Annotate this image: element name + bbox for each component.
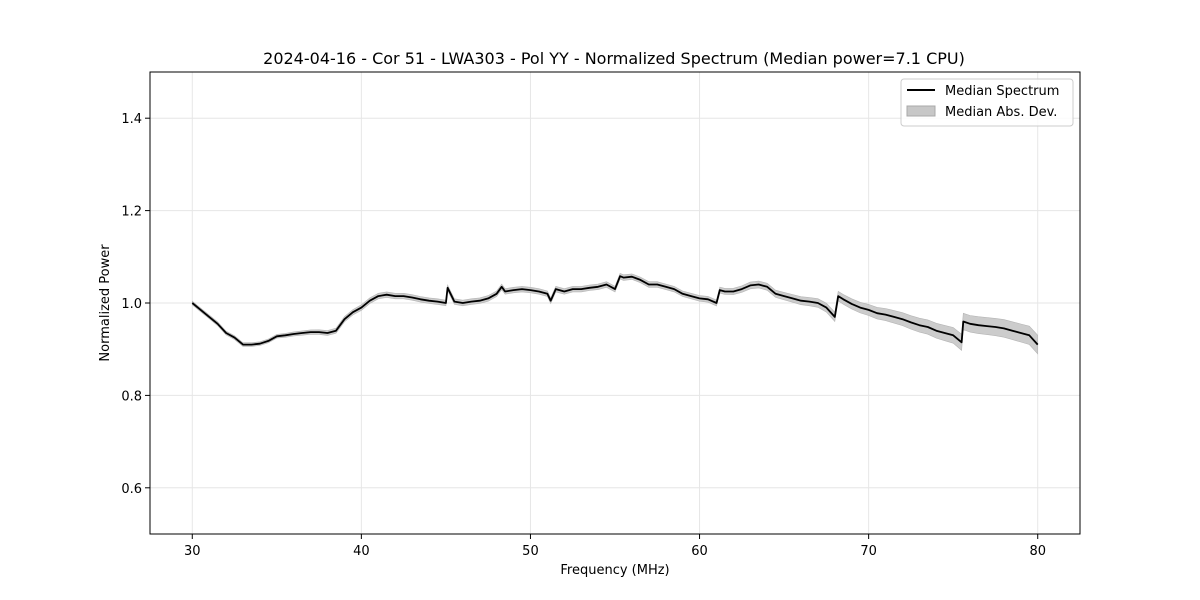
legend: Median Spectrum Median Abs. Dev.	[900, 78, 1074, 127]
y-tick-label: 1.2	[121, 205, 142, 220]
x-tick-label: 50	[522, 544, 539, 559]
y-axis-ticks: 0.6 0.8 1.0 1.2 1.4	[121, 112, 150, 497]
median-spectrum-line	[191, 275, 1039, 346]
mad-band	[192, 273, 1038, 355]
x-tick-label: 80	[1029, 544, 1046, 559]
x-axis-label: Frequency (MHz)	[560, 563, 669, 578]
y-tick-label: 1.4	[121, 112, 142, 127]
legend-box	[900, 78, 1074, 127]
y-axis-label: Normalized Power	[98, 244, 113, 362]
x-tick-label: 30	[184, 544, 201, 559]
y-tick-label: 0.8	[121, 389, 142, 404]
x-tick-label: 70	[860, 544, 877, 559]
x-tick-label: 40	[353, 544, 370, 559]
mad-band-group	[192, 273, 1038, 355]
x-tick-label: 60	[691, 544, 708, 559]
legend-label-median-spectrum: Median Spectrum	[945, 84, 1059, 99]
chart-title: 2024-04-16 - Cor 51 - LWA303 - Pol YY - …	[263, 49, 965, 68]
y-tick-label: 0.6	[121, 482, 142, 497]
median-line-group	[191, 275, 1039, 346]
legend-patch-swatch	[906, 105, 936, 117]
legend-label-median-abs-dev: Median Abs. Dev.	[945, 105, 1057, 120]
y-tick-label: 1.0	[121, 297, 142, 312]
x-axis-ticks: 30 40 50 60 70 80	[184, 534, 1046, 559]
